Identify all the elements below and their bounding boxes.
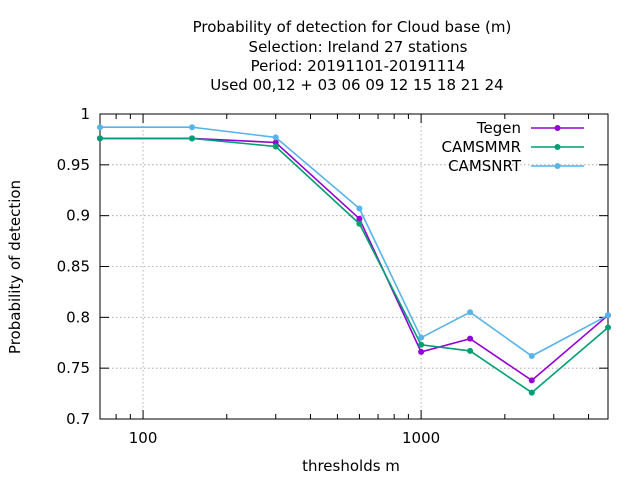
data-point-camsmmr [272, 143, 279, 150]
y-tick-label: 0.75 [57, 359, 90, 377]
series [97, 124, 611, 396]
data-point-camsnrt [605, 312, 611, 319]
x-axis-label: thresholds m [302, 457, 400, 475]
legend-label: Tegen [476, 119, 521, 137]
chart-title-line-4: Used 00,12 + 03 06 09 12 15 18 21 24 [210, 76, 503, 94]
plot-frame [99, 113, 609, 420]
x-tick-label: 100 [129, 429, 158, 447]
data-point-camsnrt [97, 124, 103, 131]
chart-title-line-1: Probability of detection for Cloud base … [193, 18, 512, 36]
chart-title-line-3: Period: 20191101-20191114 [251, 57, 466, 75]
data-point-camsmmr [189, 135, 196, 142]
legend-item-camsnrt: CAMSNRT [448, 157, 584, 175]
y-tick-label: 0.7 [66, 410, 90, 428]
legend-label: CAMSNRT [448, 157, 522, 175]
data-point-camsnrt [528, 352, 535, 359]
series-tegen [97, 135, 611, 384]
y-tick-label: 0.9 [66, 207, 90, 225]
data-point-camsmmr [356, 220, 363, 227]
grid [100, 114, 608, 419]
y-tick-label: 1 [80, 105, 90, 123]
data-point-camsnrt [467, 309, 474, 316]
axis-ticks: 0.7 0.75 0.8 0.85 0.9 0.95 1 100 1000 [57, 105, 608, 447]
data-point-camsnrt [418, 334, 425, 341]
legend-swatch-point [554, 163, 561, 169]
chart-title-line-2: Selection: Ireland 27 stations [249, 38, 468, 56]
data-point-tegen [418, 348, 425, 355]
legend-item-camsmmr: CAMSMMR [441, 138, 584, 156]
data-point-camsmmr [528, 389, 535, 396]
data-point-camsmmr [605, 324, 611, 331]
y-axis-label: Probability of detection [6, 180, 24, 354]
series-line-camsmmr [100, 137, 609, 394]
data-point-camsnrt [272, 134, 279, 141]
data-point-tegen [528, 377, 535, 384]
legend-item-tegen: Tegen [476, 119, 584, 137]
series-line-camsnrt [100, 126, 609, 357]
legend-swatch-point [554, 144, 561, 150]
data-point-camsmmr [97, 135, 103, 142]
data-point-camsnrt [189, 124, 196, 131]
series-line-tegen [100, 137, 609, 382]
data-point-camsmmr [418, 341, 425, 348]
data-point-camsnrt [356, 205, 363, 212]
data-point-tegen [467, 335, 474, 342]
y-tick-label: 0.85 [57, 258, 90, 276]
y-tick-label: 0.95 [57, 156, 90, 174]
chart-title: Probability of detection for Cloud base … [193, 18, 512, 94]
data-point-camsmmr [467, 347, 474, 354]
x-tick-label: 1000 [402, 429, 440, 447]
y-tick-label: 0.8 [66, 308, 90, 326]
series-camsnrt [97, 124, 611, 359]
data-point-tegen [356, 215, 363, 222]
series-camsmmr [97, 135, 611, 396]
legend-swatch-point [554, 125, 561, 131]
legend-label: CAMSMMR [441, 138, 521, 156]
